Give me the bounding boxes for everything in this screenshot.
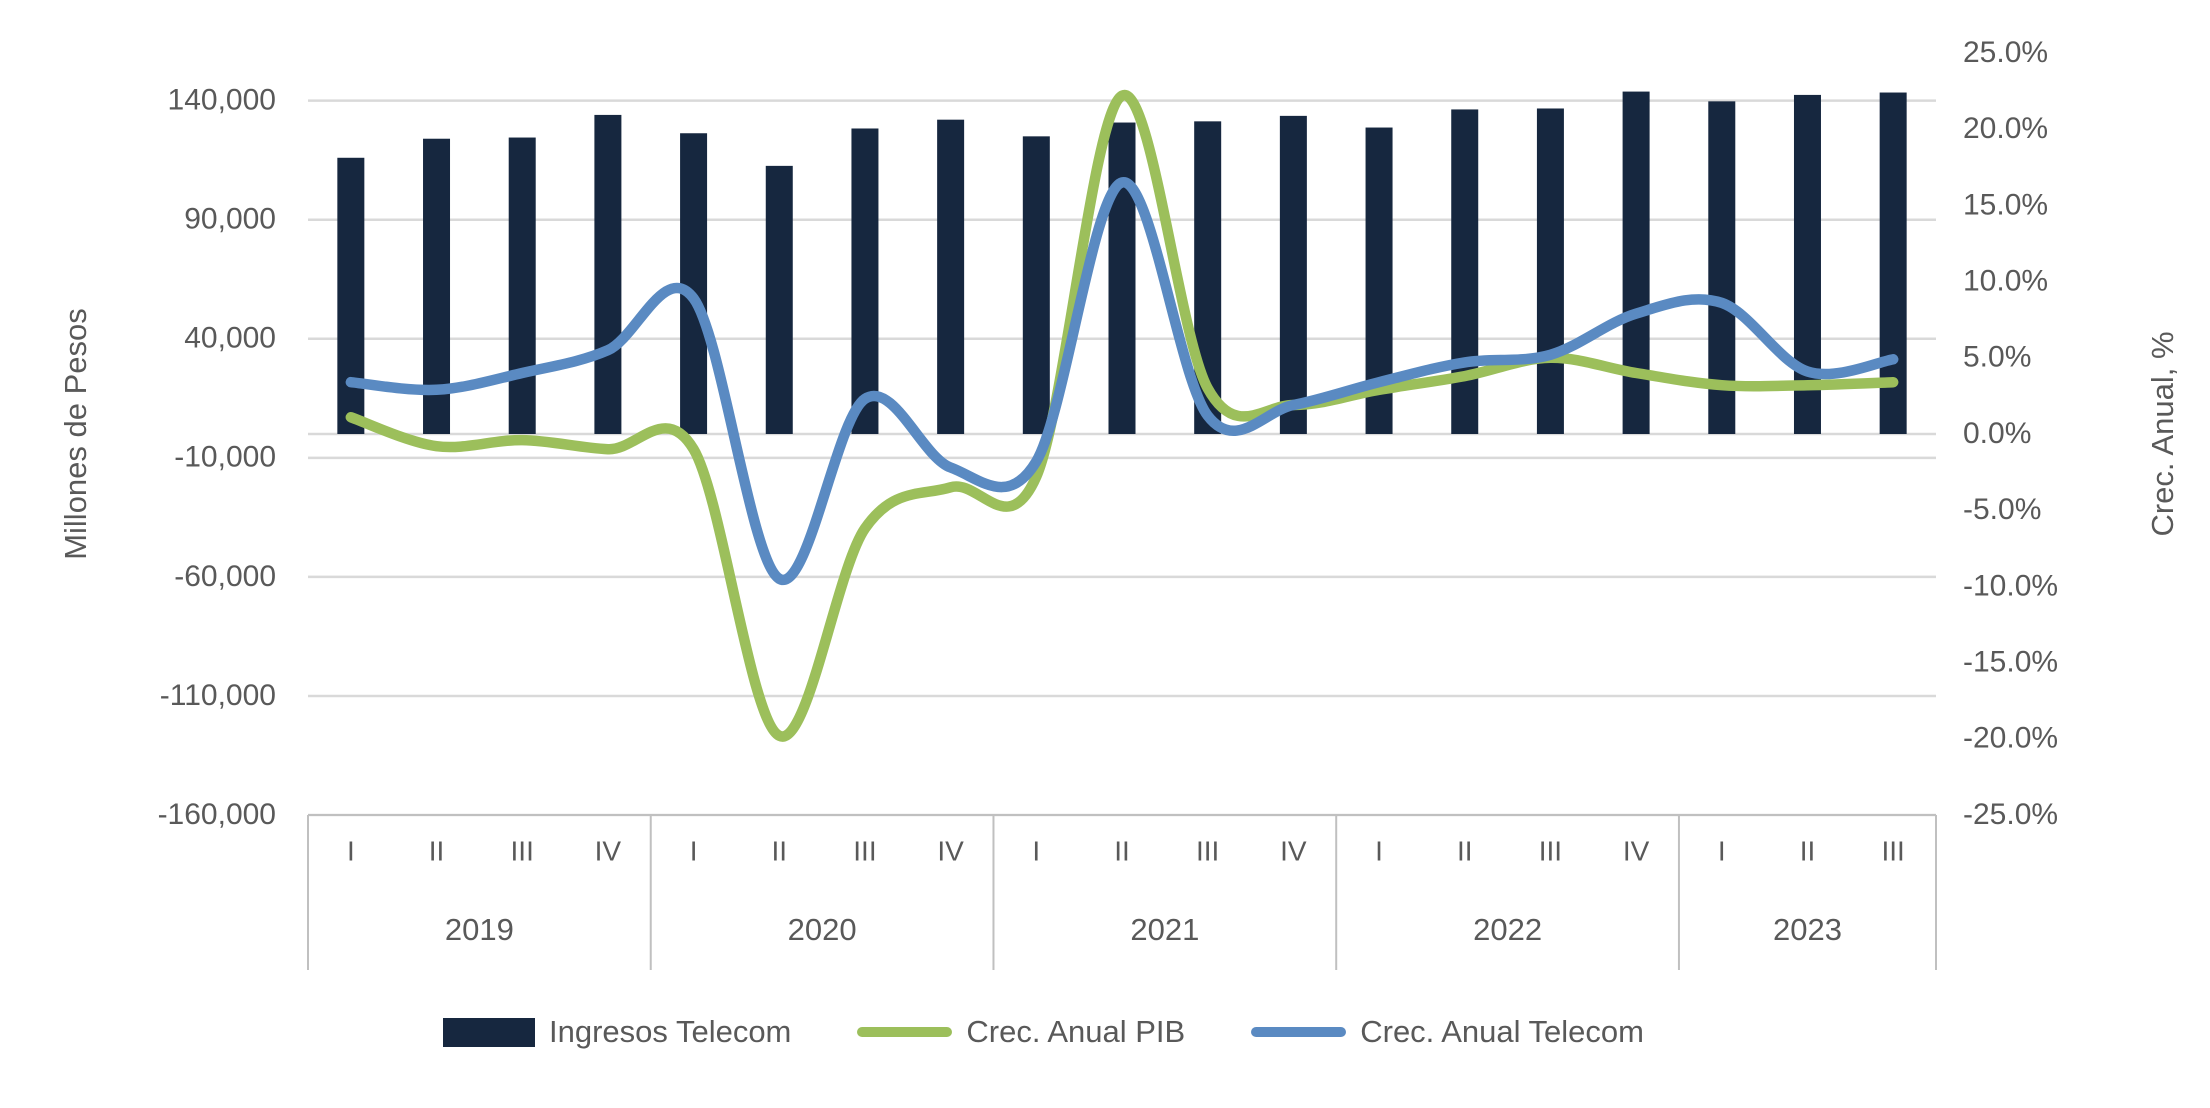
legend-item-crec-anual-pib[interactable]: Crec. Anual PIB: [857, 1014, 1185, 1050]
right-axis-tick-label: 10.0%: [1963, 265, 2048, 298]
left-axis-tick-label: -10,000: [174, 441, 276, 474]
left-axis-tick-label: -60,000: [174, 560, 276, 593]
legend-line-swatch: [1251, 1027, 1347, 1037]
legend-item-ingresos-telecom[interactable]: Ingresos Telecom: [443, 1014, 791, 1050]
quarter-label-2021-I: I: [1032, 835, 1040, 866]
right-axis-tick-label: 0.0%: [1963, 417, 2031, 450]
bar-2023-I[interactable]: [1708, 101, 1736, 434]
bar-2020-IV[interactable]: [937, 119, 965, 435]
quarter-label-2022-II: II: [1457, 835, 1473, 866]
right-axis-title: Crec. Anual, %: [2145, 331, 2180, 537]
left-axis-tick-label: 140,000: [168, 84, 276, 117]
quarter-label-2020-III: III: [853, 835, 876, 866]
legend-label: Ingresos Telecom: [549, 1014, 792, 1049]
right-axis-tick-label: -10.0%: [1963, 569, 2058, 602]
bar-2021-I[interactable]: [1022, 136, 1050, 434]
quarter-label-2023-III: III: [1881, 835, 1904, 866]
right-axis-tick-label: -20.0%: [1963, 722, 2058, 755]
quarter-label-2021-IV: IV: [1280, 835, 1307, 866]
quarter-label-2020-I: I: [690, 835, 698, 866]
quarter-label-2020-II: II: [771, 835, 787, 866]
right-axis-tick-label: -15.0%: [1963, 646, 2058, 679]
left-axis-tick-label: 40,000: [184, 322, 276, 355]
year-label-2019: 2019: [445, 912, 514, 947]
right-axis-tick-label: 15.0%: [1963, 188, 2048, 221]
bar-2020-II[interactable]: [765, 165, 793, 434]
bar-2022-IV[interactable]: [1622, 91, 1650, 435]
right-axis-tick-label: 5.0%: [1963, 341, 2031, 374]
legend-label: Crec. Anual Telecom: [1360, 1014, 1644, 1049]
right-axis-tick-label: 25.0%: [1963, 36, 2048, 69]
left-axis-tick-label: -160,000: [158, 798, 276, 831]
legend-item-crec-anual-telecom[interactable]: Crec. Anual Telecom: [1251, 1014, 1644, 1050]
bar-2022-II[interactable]: [1451, 109, 1479, 435]
year-label-2022: 2022: [1473, 912, 1542, 947]
bar-2021-IV[interactable]: [1279, 115, 1307, 435]
left-axis-tick-label: -110,000: [160, 679, 276, 712]
right-axis-tick-label: -25.0%: [1963, 798, 2058, 831]
quarter-label-2021-II: II: [1114, 835, 1130, 866]
bar-2019-IV[interactable]: [594, 114, 622, 434]
quarter-label-2022-III: III: [1539, 835, 1562, 866]
quarter-label-2022-IV: IV: [1623, 835, 1650, 866]
bar-2020-I[interactable]: [680, 133, 708, 435]
year-label-2023: 2023: [1773, 912, 1842, 947]
quarter-label-2019-III: III: [511, 835, 534, 866]
left-axis-tick-label: 90,000: [184, 203, 276, 236]
legend: Ingresos Telecom Crec. Anual PIB Crec. Anu…: [443, 1014, 1644, 1050]
quarter-label-2019-IV: IV: [595, 835, 622, 866]
quarter-label-2021-III: III: [1196, 835, 1219, 866]
bar-2019-III[interactable]: [508, 137, 536, 435]
bar-2019-I[interactable]: [337, 157, 365, 434]
bar-2021-II[interactable]: [1108, 122, 1136, 434]
bar-2020-III[interactable]: [851, 128, 879, 434]
quarter-label-2023-I: I: [1718, 835, 1726, 866]
legend-label: Crec. Anual PIB: [966, 1014, 1186, 1049]
quarter-label-2019-II: II: [429, 835, 445, 866]
quarter-label-2022-I: I: [1375, 835, 1383, 866]
quarter-label-2019-I: I: [347, 835, 355, 866]
right-axis-tick-label: 20.0%: [1963, 112, 2048, 145]
quarter-label-2023-II: II: [1800, 835, 1816, 866]
legend-line-swatch: [857, 1027, 953, 1037]
telecom-growth-line[interactable]: [345, 177, 1899, 585]
quarter-label-2020-IV: IV: [937, 835, 964, 866]
legend-bar-swatch: [443, 1017, 535, 1047]
left-axis-title: Millones de Pesos: [58, 308, 93, 560]
right-axis-tick-label: -5.0%: [1963, 493, 2041, 526]
year-label-2021: 2021: [1130, 912, 1199, 947]
pib-growth-line[interactable]: [345, 90, 1899, 742]
bar-2022-III[interactable]: [1536, 108, 1564, 434]
year-label-2020: 2020: [788, 912, 857, 947]
